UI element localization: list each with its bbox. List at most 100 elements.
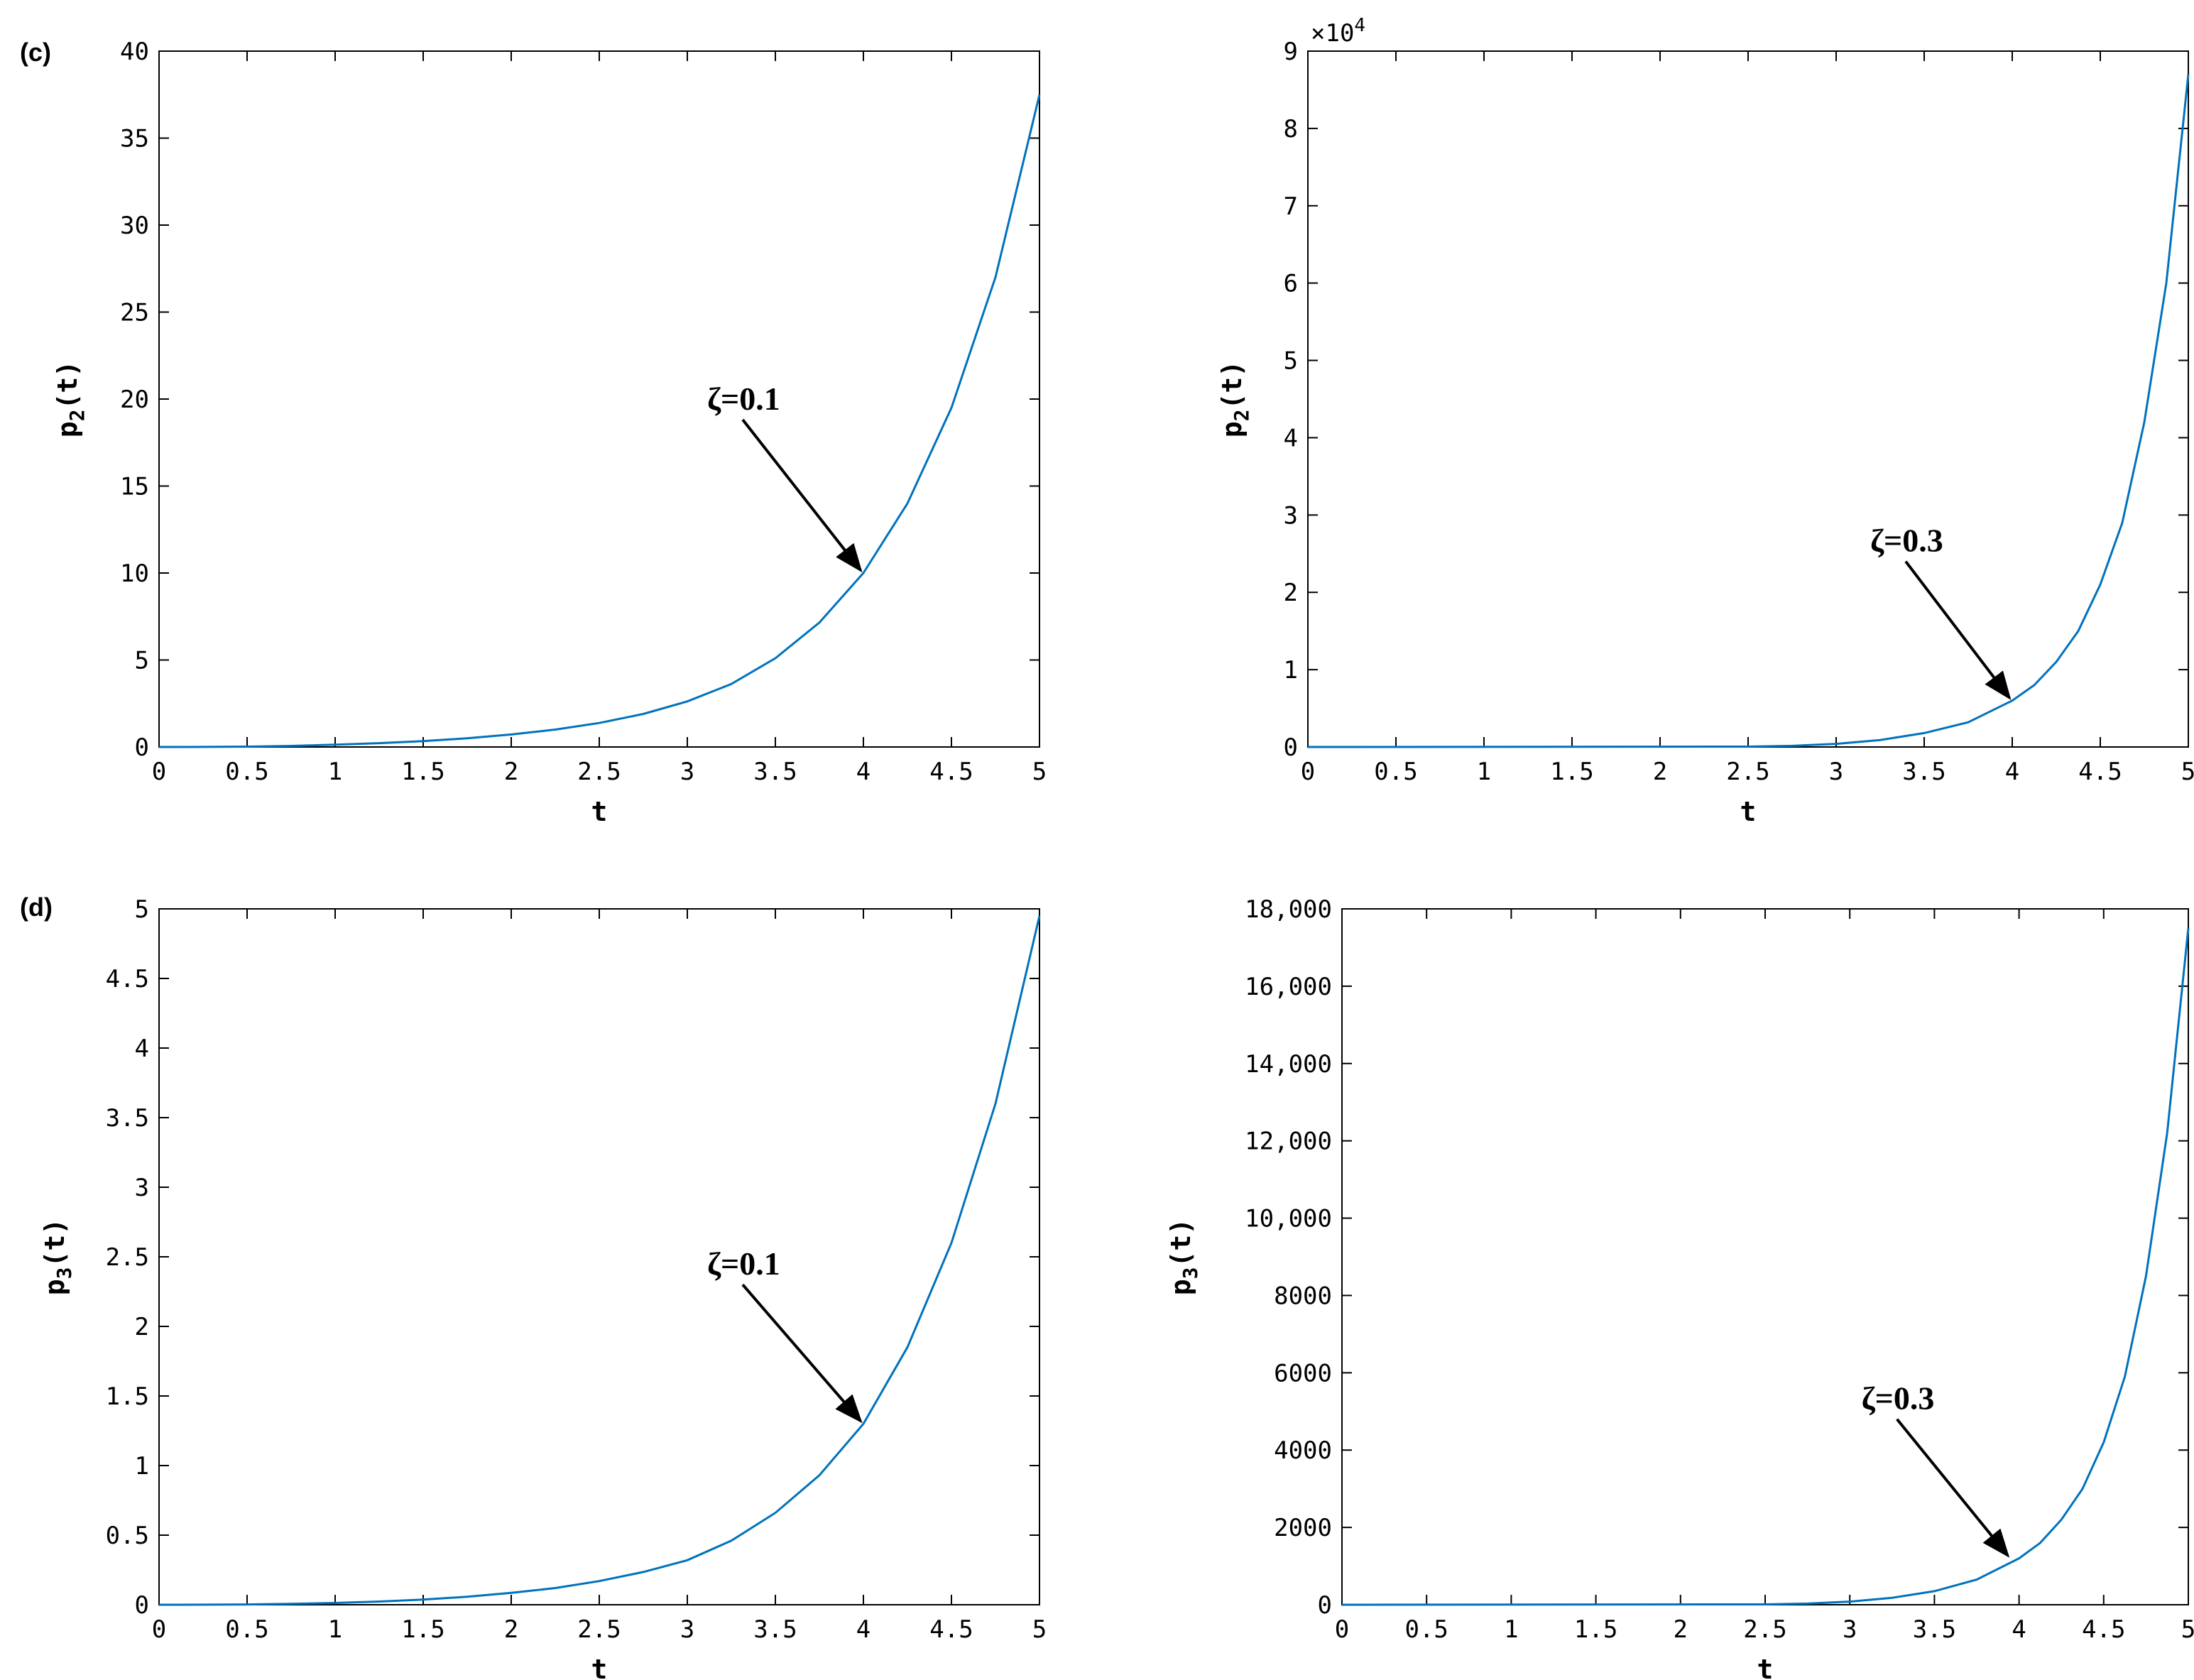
- y-axis-label-main: p: [1165, 1279, 1196, 1295]
- y-axis-label-suffix: (t): [39, 1218, 70, 1267]
- exponent-base: ×10: [1311, 19, 1354, 48]
- y-tick-label: 0.5: [106, 1522, 149, 1550]
- y-tick-label: 2: [135, 1313, 149, 1341]
- y-tick-labels: 0 5 10 15 20 25 30 35 40: [120, 38, 149, 762]
- x-tick-label: 3: [1829, 758, 1843, 786]
- x-tick-label: 1.5: [401, 758, 444, 786]
- x-tick-label: 4.5: [2082, 1615, 2125, 1644]
- y-tick-label: 10: [120, 560, 149, 588]
- y-axis-label-main: p: [52, 421, 83, 437]
- x-tick-label: 0: [152, 1615, 166, 1644]
- exponent-power: 4: [1354, 15, 1365, 36]
- y-tick-label: 1.5: [106, 1382, 149, 1411]
- y-tick-label: 8000: [1274, 1282, 1332, 1310]
- x-tick-label: 0.5: [225, 1615, 268, 1644]
- y-axis-exponent: ×104: [1311, 15, 1365, 48]
- y-tick-label: 5: [135, 895, 149, 924]
- y-tick-label: 5: [1284, 347, 1298, 376]
- y-tick-label: 15: [120, 473, 149, 501]
- y-tick-label: 4000: [1274, 1436, 1332, 1465]
- y-tick-label: 9: [1284, 38, 1298, 66]
- y-tick-label: 3: [1284, 501, 1298, 530]
- x-tick-label: 1.5: [401, 1615, 444, 1644]
- axis-ticks: [1307, 50, 2189, 748]
- x-tick-label: 3.5: [1913, 1615, 1956, 1644]
- x-tick-label: 0: [1335, 1615, 1349, 1644]
- x-tick-label: 0.5: [1374, 758, 1417, 786]
- x-tick-label: 0.5: [225, 758, 268, 786]
- chart-panel-c-left: (c) 0 0.5 1 1.5 2 2.5 3 3.5 4 4.5 5 0 5 10 15 20 25 30 35…: [20, 38, 1047, 827]
- plot-frame: [1341, 908, 2189, 1605]
- x-tick-label: 4.5: [2078, 758, 2122, 786]
- x-axis-label: t: [1740, 796, 1757, 827]
- y-axis-label-main: p: [39, 1279, 70, 1295]
- y-tick-label: 4: [1284, 424, 1298, 452]
- y-tick-labels: 0 2000 4000 6000 8000 10,000 12,000 14,000 16,00…: [1245, 895, 1332, 1620]
- x-tick-label: 5: [2181, 1615, 2194, 1644]
- y-axis-label-suffix: (t): [1165, 1218, 1196, 1267]
- annotation-arrow: [741, 1283, 863, 1424]
- y-tick-label: 0: [135, 1591, 149, 1620]
- x-tick-label: 0: [152, 758, 166, 786]
- series-line: [158, 94, 1041, 748]
- x-tick-label: 1: [1504, 1615, 1518, 1644]
- x-tick-label: 4: [856, 758, 870, 786]
- y-tick-label: 6: [1284, 270, 1298, 298]
- series-line: [1307, 74, 2190, 748]
- y-tick-label: 1: [135, 1452, 149, 1480]
- y-tick-label: 25: [120, 299, 149, 327]
- x-tick-label: 2: [1653, 758, 1667, 786]
- x-tick-label: 4: [2005, 758, 2019, 786]
- y-tick-label: 0: [1318, 1591, 1332, 1620]
- x-tick-label: 4.5: [929, 758, 973, 786]
- y-tick-label: 2.5: [106, 1243, 149, 1272]
- y-tick-label: 18,000: [1245, 895, 1332, 924]
- x-axis-label: t: [1757, 1654, 1774, 1680]
- annotation-arrow: [1904, 560, 2012, 700]
- x-tick-label: 1: [328, 758, 342, 786]
- x-tick-label: 3: [680, 1615, 694, 1644]
- y-tick-label: 1: [1284, 656, 1298, 684]
- x-axis-label: t: [591, 796, 608, 827]
- y-tick-label: 35: [120, 125, 149, 153]
- annotation-label: ζ=0.3: [1870, 523, 1943, 559]
- x-tick-label: 5: [1032, 1615, 1047, 1644]
- y-axis-label-suffix: (t): [52, 361, 83, 410]
- y-tick-label: 0: [135, 733, 149, 762]
- y-axis-label: p2(t): [52, 361, 89, 437]
- y-axis-label-suffix: (t): [1216, 361, 1248, 410]
- panel-label: (d): [20, 893, 53, 922]
- y-tick-label: 3: [135, 1174, 149, 1202]
- x-tick-label: 5: [1032, 758, 1047, 786]
- chart-panel-d-left: (d) 0 0.5 1 1.5 2 2.5 3 3.5 4 4.5 5 0 0.5 1 1.5 2 2.5 3 3…: [20, 893, 1047, 1680]
- y-axis-label: p3(t): [1165, 1218, 1202, 1295]
- y-axis-label-main: p: [1216, 421, 1248, 437]
- y-axis-label: p2(t): [1216, 361, 1253, 437]
- plot-frame: [158, 50, 1040, 748]
- y-axis-label-subscript: 2: [65, 409, 89, 421]
- chart-panel-d-right: 0 0.5 1 1.5 2 2.5 3 3.5 4 4.5 5 0 2000 4000 6000 8000 1…: [1165, 895, 2194, 1680]
- x-tick-label: 2.5: [577, 1615, 621, 1644]
- x-tick-label: 1: [1477, 758, 1491, 786]
- y-axis-label-subscript: 3: [1179, 1267, 1202, 1279]
- y-tick-label: 12,000: [1245, 1128, 1332, 1156]
- x-tick-label: 4: [856, 1615, 870, 1644]
- x-tick-labels: 0 0.5 1 1.5 2 2.5 3 3.5 4 4.5 5: [152, 1615, 1047, 1644]
- y-tick-label: 2: [1284, 579, 1298, 607]
- x-tick-label: 2: [504, 1615, 518, 1644]
- y-tick-label: 20: [120, 386, 149, 414]
- x-tick-label: 4.5: [929, 1615, 973, 1644]
- y-axis-label-subscript: 3: [53, 1267, 76, 1279]
- series-line: [158, 915, 1041, 1606]
- y-tick-label: 30: [120, 212, 149, 240]
- y-tick-label: 40: [120, 38, 149, 66]
- y-tick-labels: 0 1 2 3 4 5 6 7 8 9: [1284, 38, 1298, 762]
- y-tick-label: 14,000: [1245, 1050, 1332, 1079]
- x-tick-label: 1: [328, 1615, 342, 1644]
- x-tick-label: 3: [680, 758, 694, 786]
- x-tick-label: 3.5: [753, 1615, 797, 1644]
- x-tick-label: 2.5: [1726, 758, 1769, 786]
- x-tick-label: 2: [1674, 1615, 1688, 1644]
- y-tick-label: 4.5: [106, 965, 149, 993]
